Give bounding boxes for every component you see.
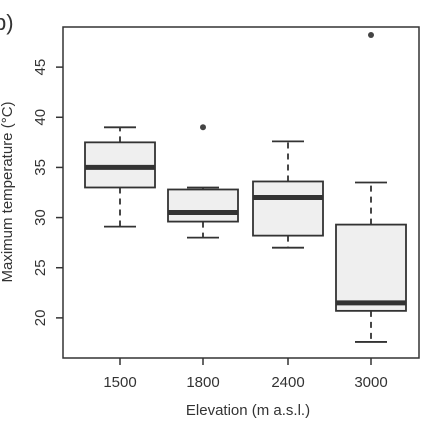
y-tick-label: 25 xyxy=(32,259,49,276)
box-2400 xyxy=(252,140,324,249)
y-axis-label: Maximum temperature (°C) xyxy=(0,101,16,282)
panel-label: b) xyxy=(0,10,14,35)
x-tick-label: 1500 xyxy=(103,374,136,391)
outlier-point xyxy=(368,32,374,39)
boxes xyxy=(84,32,407,343)
iqr-box xyxy=(252,180,324,237)
y-tick-label: 45 xyxy=(32,59,49,76)
x-tick-label: 2400 xyxy=(271,374,304,391)
y-tick-label: 35 xyxy=(32,159,49,176)
y-axis: 20 25 30 35 40 45 xyxy=(32,59,63,326)
y-tick-label: 20 xyxy=(32,310,49,327)
iqr-box xyxy=(167,188,239,223)
x-tick-label: 1800 xyxy=(186,374,219,391)
x-axis-label: Elevation (m a.s.l.) xyxy=(186,402,310,419)
box-1800 xyxy=(167,124,239,239)
x-axis: 1500 1800 2400 3000 xyxy=(103,358,388,391)
y-tick-label: 30 xyxy=(32,209,49,226)
iqr-box xyxy=(84,141,156,189)
plot-frame xyxy=(62,26,420,359)
outlier-point xyxy=(200,124,206,131)
box-3000 xyxy=(335,32,407,343)
box-1500 xyxy=(84,126,156,228)
x-tick-label: 3000 xyxy=(354,374,387,391)
y-tick-label: 40 xyxy=(32,109,49,126)
iqr-box xyxy=(335,223,407,312)
